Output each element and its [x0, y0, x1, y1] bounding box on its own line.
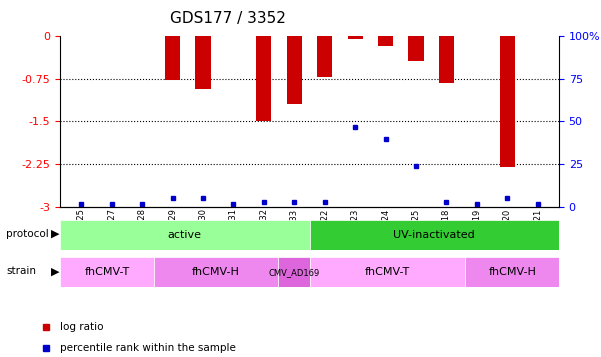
- Bar: [378, 36, 393, 46]
- Bar: [195, 36, 211, 89]
- Text: GDS177 / 3352: GDS177 / 3352: [171, 11, 286, 26]
- Bar: [317, 36, 332, 77]
- Text: CMV_AD169: CMV_AD169: [268, 268, 320, 277]
- FancyBboxPatch shape: [310, 220, 559, 250]
- Bar: [439, 36, 454, 82]
- FancyBboxPatch shape: [278, 257, 310, 287]
- Text: ▶: ▶: [51, 229, 59, 239]
- Text: fhCMV-H: fhCMV-H: [488, 267, 536, 277]
- Text: fhCMV-H: fhCMV-H: [192, 267, 240, 277]
- Bar: [287, 36, 302, 104]
- Text: fhCMV-T: fhCMV-T: [365, 267, 410, 277]
- FancyBboxPatch shape: [60, 220, 310, 250]
- Bar: [256, 36, 272, 121]
- Text: percentile rank within the sample: percentile rank within the sample: [60, 343, 236, 353]
- Text: strain: strain: [6, 266, 36, 276]
- FancyBboxPatch shape: [60, 257, 154, 287]
- Bar: [499, 36, 515, 167]
- Text: protocol: protocol: [6, 229, 49, 239]
- Text: UV-inactivated: UV-inactivated: [393, 230, 475, 240]
- Text: ▶: ▶: [51, 266, 59, 276]
- Bar: [165, 36, 180, 80]
- Bar: [347, 36, 363, 39]
- Text: fhCMV-T: fhCMV-T: [84, 267, 129, 277]
- Text: active: active: [168, 230, 202, 240]
- Text: log ratio: log ratio: [60, 322, 103, 332]
- FancyBboxPatch shape: [465, 257, 559, 287]
- FancyBboxPatch shape: [154, 257, 278, 287]
- FancyBboxPatch shape: [310, 257, 465, 287]
- Bar: [408, 36, 424, 61]
